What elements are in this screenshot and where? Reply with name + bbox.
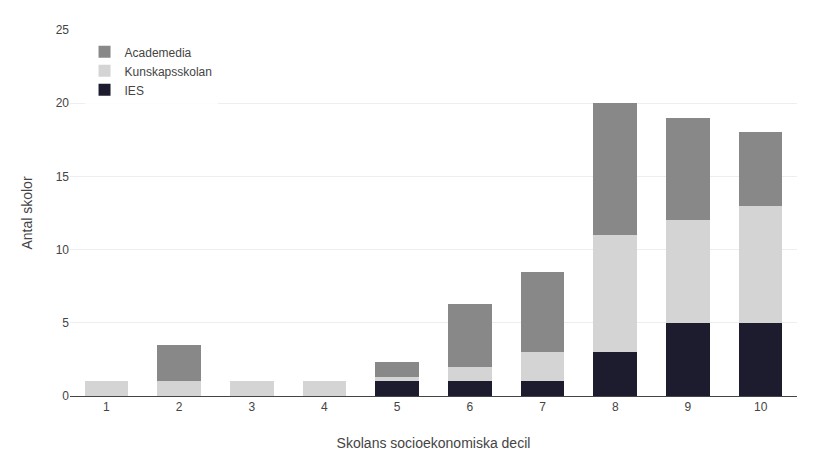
svg-text:8: 8 (612, 400, 619, 414)
svg-text:3: 3 (248, 400, 255, 414)
svg-text:15: 15 (56, 170, 70, 184)
svg-text:Kunskapsskolan: Kunskapsskolan (125, 65, 212, 79)
svg-text:20: 20 (56, 96, 70, 110)
svg-text:1: 1 (103, 400, 110, 414)
svg-text:5: 5 (394, 400, 401, 414)
svg-text:5: 5 (62, 316, 69, 330)
svg-text:Academedia: Academedia (125, 46, 192, 60)
svg-text:IES: IES (125, 84, 144, 98)
svg-text:2: 2 (176, 400, 183, 414)
svg-text:4: 4 (321, 400, 328, 414)
svg-text:6: 6 (467, 400, 474, 414)
svg-text:Skolans socioekonomiska decil: Skolans socioekonomiska decil (337, 435, 531, 451)
svg-text:9: 9 (685, 400, 692, 414)
svg-text:Antal skolor: Antal skolor (19, 176, 35, 249)
svg-text:0: 0 (62, 389, 69, 403)
svg-text:7: 7 (539, 400, 546, 414)
svg-text:10: 10 (56, 243, 70, 257)
svg-text:10: 10 (754, 400, 768, 414)
svg-text:25: 25 (56, 23, 70, 37)
